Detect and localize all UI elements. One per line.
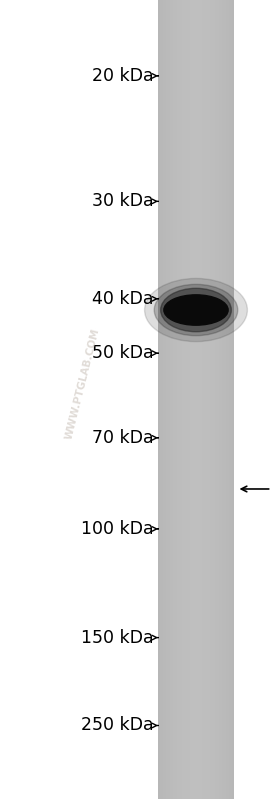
Text: 250 kDa: 250 kDa xyxy=(81,717,154,734)
Text: 50 kDa: 50 kDa xyxy=(92,344,154,362)
Text: 20 kDa: 20 kDa xyxy=(92,67,154,85)
Text: 40 kDa: 40 kDa xyxy=(92,290,154,308)
Text: 30 kDa: 30 kDa xyxy=(92,193,154,210)
Ellipse shape xyxy=(161,288,231,332)
Text: 100 kDa: 100 kDa xyxy=(81,520,154,538)
Text: WWW.PTGLAB.COM: WWW.PTGLAB.COM xyxy=(64,327,101,440)
Ellipse shape xyxy=(154,284,238,336)
Ellipse shape xyxy=(144,278,248,342)
Text: 70 kDa: 70 kDa xyxy=(92,429,154,447)
Text: 150 kDa: 150 kDa xyxy=(81,629,154,646)
Ellipse shape xyxy=(164,295,228,325)
